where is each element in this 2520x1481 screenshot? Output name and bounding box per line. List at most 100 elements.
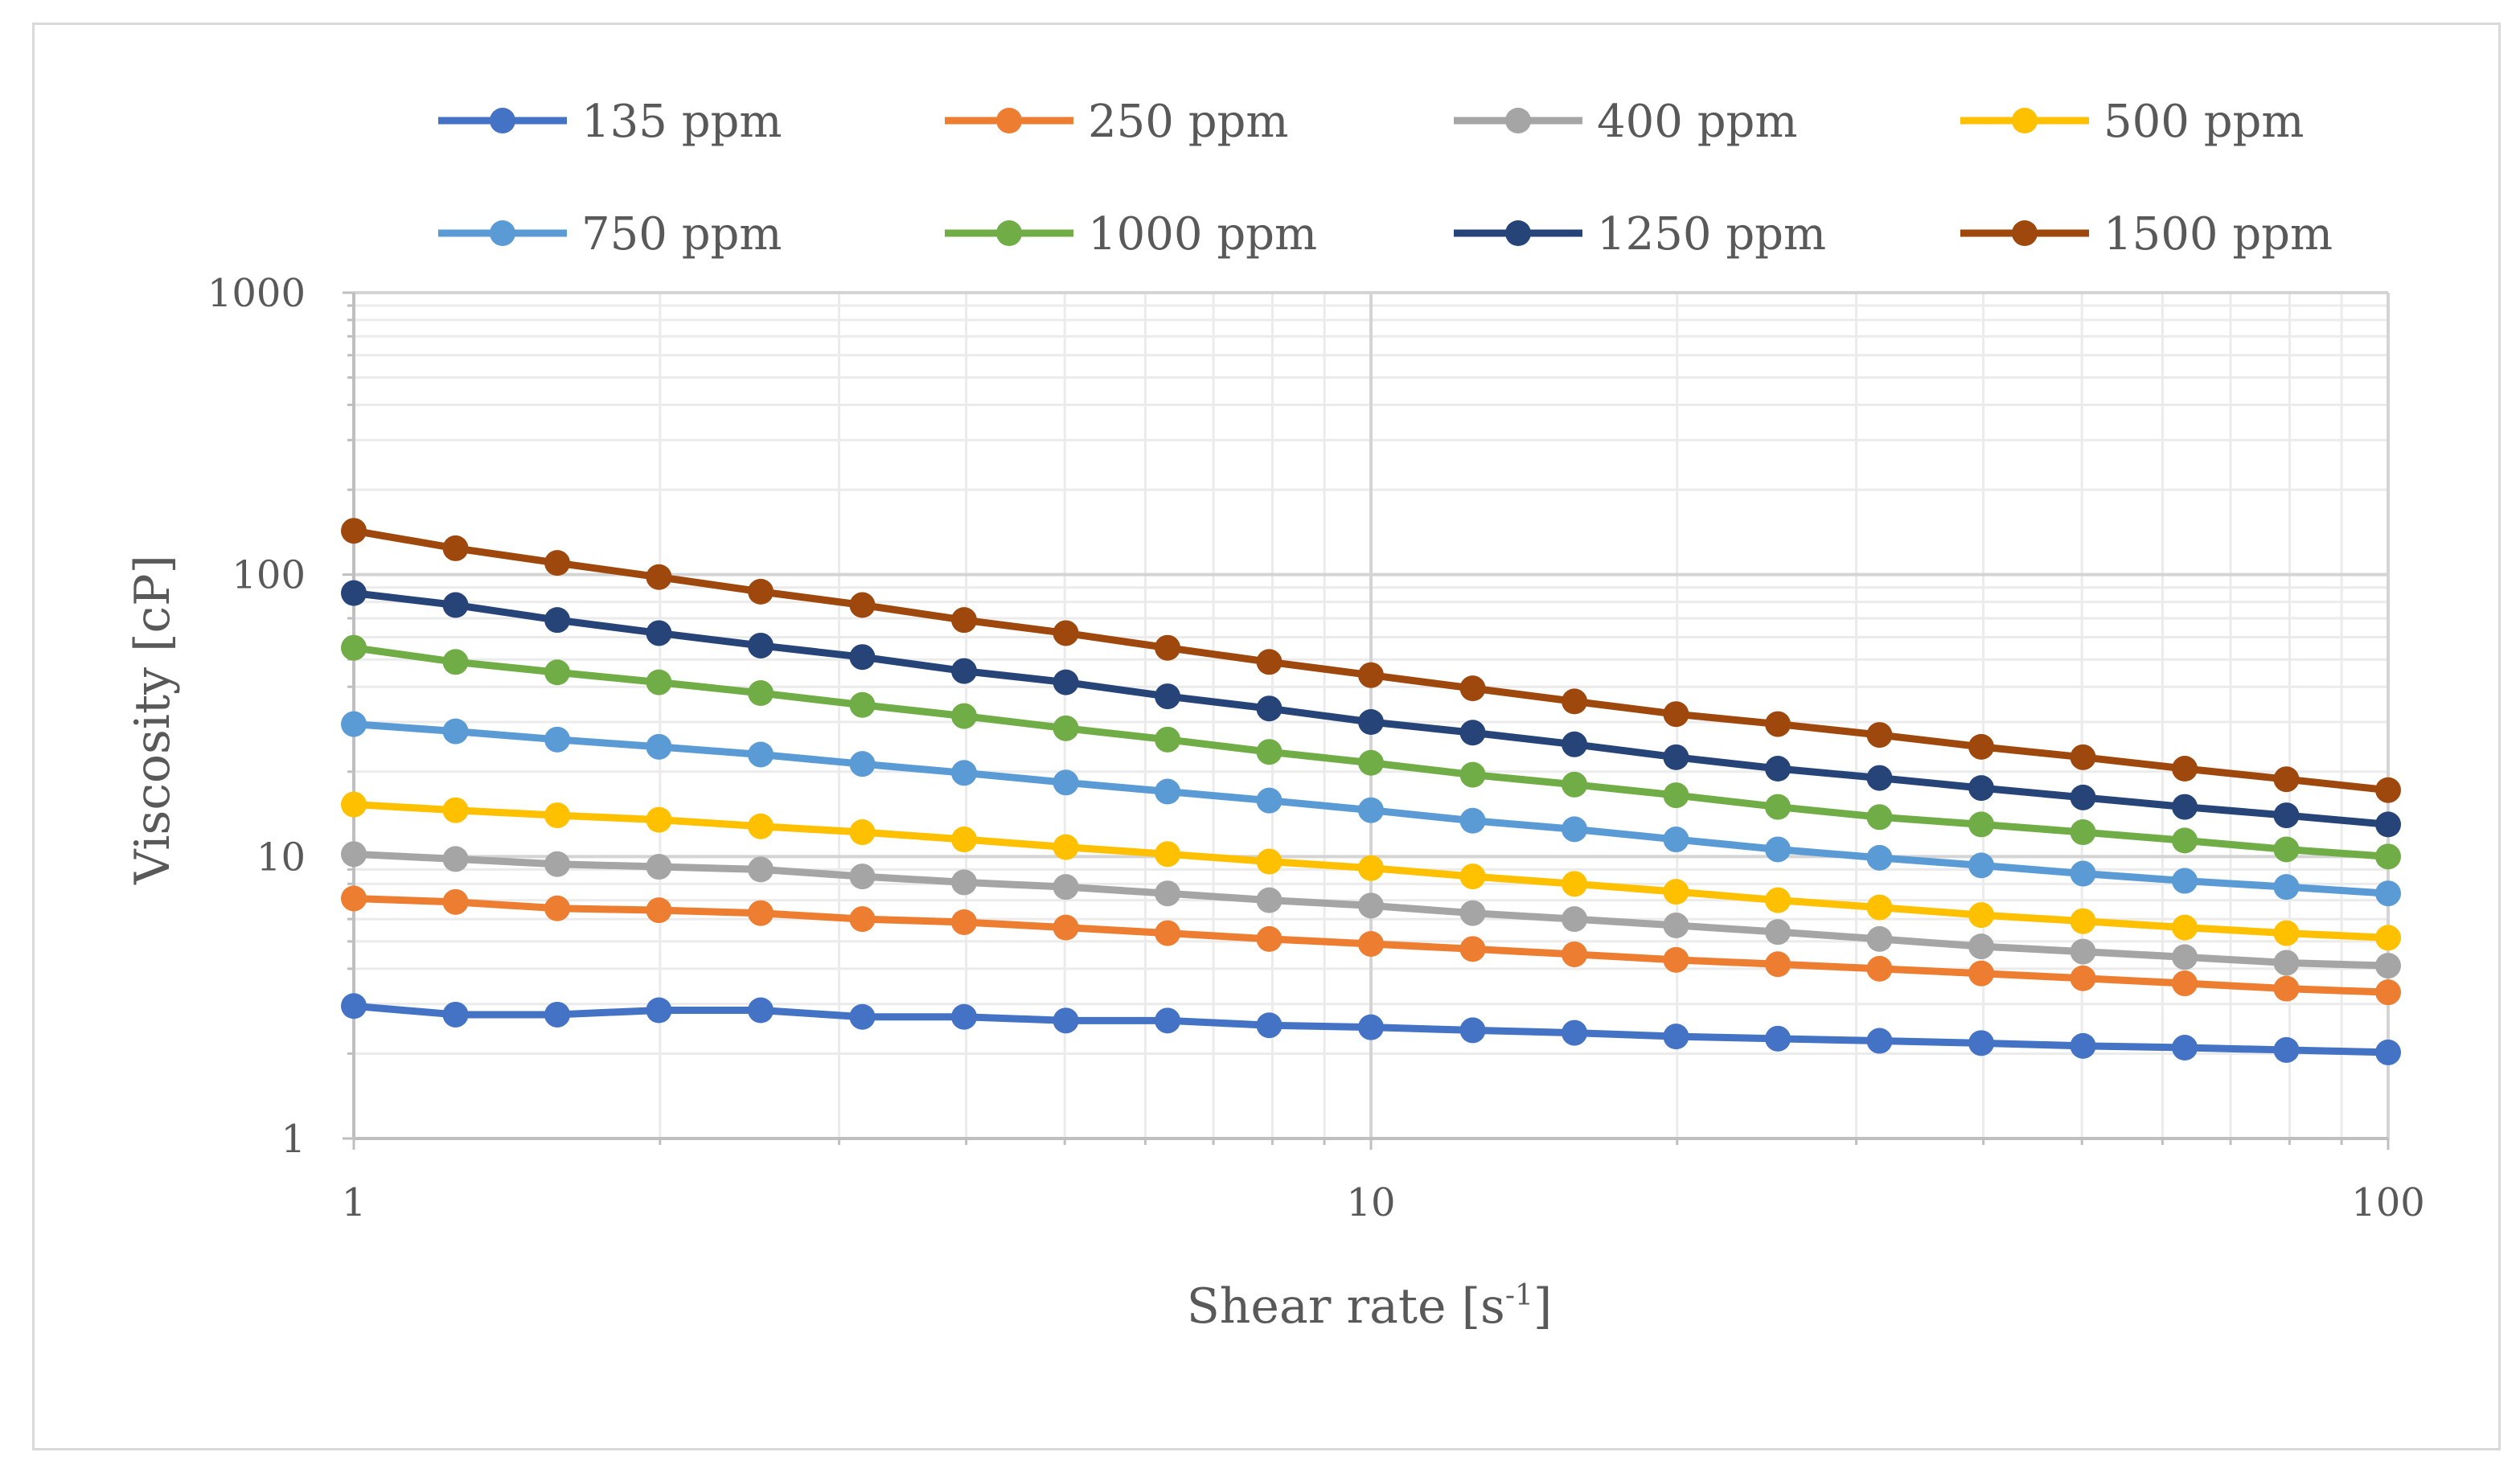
x-axis-title-end: ] bbox=[1533, 1278, 1552, 1335]
data-point bbox=[1765, 887, 1791, 913]
data-point bbox=[2375, 777, 2401, 803]
data-point bbox=[1459, 864, 1486, 890]
data-point bbox=[442, 1001, 469, 1028]
data-point bbox=[1053, 834, 1079, 860]
data-point bbox=[1256, 848, 1283, 875]
data-point bbox=[2172, 827, 2198, 854]
legend-item: 500 ppm bbox=[1960, 96, 2304, 148]
legend-label: 1250 ppm bbox=[1597, 208, 1826, 261]
data-point bbox=[1663, 879, 1689, 905]
data-point bbox=[1562, 1019, 1588, 1046]
data-point bbox=[1155, 841, 1181, 868]
legend-label: 750 ppm bbox=[581, 208, 782, 261]
data-point bbox=[1358, 709, 1384, 736]
legend-marker bbox=[2012, 108, 2038, 133]
data-point bbox=[1663, 744, 1689, 770]
data-point bbox=[646, 854, 672, 880]
legend-label: 1500 ppm bbox=[2103, 208, 2333, 261]
data-point bbox=[1256, 787, 1283, 814]
data-point bbox=[1968, 811, 1994, 838]
data-point bbox=[1765, 1025, 1791, 1052]
data-point bbox=[1765, 756, 1791, 782]
data-point bbox=[1256, 887, 1283, 913]
legend-label: 500 ppm bbox=[2103, 96, 2304, 148]
data-point bbox=[1765, 951, 1791, 978]
data-point bbox=[1358, 749, 1384, 776]
data-point bbox=[950, 1003, 977, 1030]
data-point bbox=[950, 869, 977, 896]
legend-marker bbox=[490, 108, 515, 133]
data-point bbox=[442, 649, 469, 675]
data-point bbox=[2172, 756, 2198, 782]
data-point bbox=[1459, 807, 1486, 834]
data-point bbox=[748, 900, 774, 926]
data-point bbox=[442, 592, 469, 618]
data-point bbox=[1358, 930, 1384, 957]
data-point bbox=[1866, 1028, 1893, 1054]
data-point bbox=[1053, 715, 1079, 741]
data-point bbox=[1459, 675, 1486, 702]
data-point bbox=[849, 592, 876, 618]
x-axis-title-main: Shear rate [s bbox=[1187, 1278, 1505, 1335]
data-point bbox=[544, 726, 571, 753]
data-point bbox=[950, 760, 977, 786]
data-point bbox=[544, 659, 571, 686]
data-point bbox=[341, 580, 367, 606]
data-point bbox=[1663, 782, 1689, 809]
data-point bbox=[748, 578, 774, 605]
data-point bbox=[1155, 920, 1181, 946]
y-tick-label: 100 bbox=[232, 553, 306, 598]
data-point bbox=[1256, 649, 1283, 675]
data-point bbox=[646, 620, 672, 646]
data-point bbox=[1866, 894, 1893, 921]
data-point bbox=[1053, 669, 1079, 695]
data-point bbox=[1358, 797, 1384, 823]
y-axis-title: Viscosity [cP] bbox=[125, 555, 181, 885]
data-point bbox=[2172, 914, 2198, 941]
data-point bbox=[1968, 733, 1994, 760]
series-135-ppm bbox=[341, 993, 2401, 1065]
data-point bbox=[544, 895, 571, 921]
chart-frame bbox=[32, 23, 2501, 1450]
data-point bbox=[442, 535, 469, 561]
data-point bbox=[2172, 944, 2198, 970]
data-point bbox=[1053, 874, 1079, 900]
data-point bbox=[2070, 744, 2096, 770]
data-point bbox=[1459, 936, 1486, 962]
data-point bbox=[1358, 1014, 1384, 1040]
data-point bbox=[950, 703, 977, 729]
data-point bbox=[1866, 925, 1893, 952]
x-tick-label: 1 bbox=[342, 1180, 367, 1225]
data-point bbox=[1663, 701, 1689, 728]
data-point bbox=[1459, 720, 1486, 746]
data-point bbox=[1562, 731, 1588, 757]
data-point bbox=[1765, 794, 1791, 820]
data-point bbox=[950, 607, 977, 634]
data-point bbox=[1968, 852, 1994, 879]
series-group bbox=[341, 518, 2401, 1065]
data-point bbox=[1866, 844, 1893, 871]
data-point bbox=[1968, 902, 1994, 929]
data-point bbox=[2070, 908, 2096, 934]
series-250-ppm bbox=[341, 885, 2401, 1006]
data-point bbox=[1765, 836, 1791, 863]
x-axis-title-sup: -1 bbox=[1505, 1279, 1533, 1312]
legend-marker bbox=[2012, 220, 2038, 246]
data-point bbox=[341, 993, 367, 1019]
data-point bbox=[646, 733, 672, 760]
data-point bbox=[2070, 938, 2096, 965]
data-point bbox=[646, 564, 672, 590]
data-point bbox=[1663, 827, 1689, 853]
data-point bbox=[2273, 766, 2300, 793]
data-point bbox=[1459, 1017, 1486, 1044]
data-point bbox=[849, 644, 876, 671]
data-point bbox=[646, 897, 672, 924]
data-point bbox=[1866, 804, 1893, 831]
series-1500-ppm bbox=[341, 518, 2401, 803]
legend: 135 ppm 250 ppm 400 ppm 500 ppm 750 ppm 1000 … bbox=[438, 96, 2333, 261]
series-400-ppm bbox=[341, 841, 2401, 979]
data-point bbox=[849, 751, 876, 777]
data-point bbox=[1256, 739, 1283, 765]
y-tick-label: 1000 bbox=[207, 271, 306, 316]
data-point bbox=[849, 906, 876, 933]
